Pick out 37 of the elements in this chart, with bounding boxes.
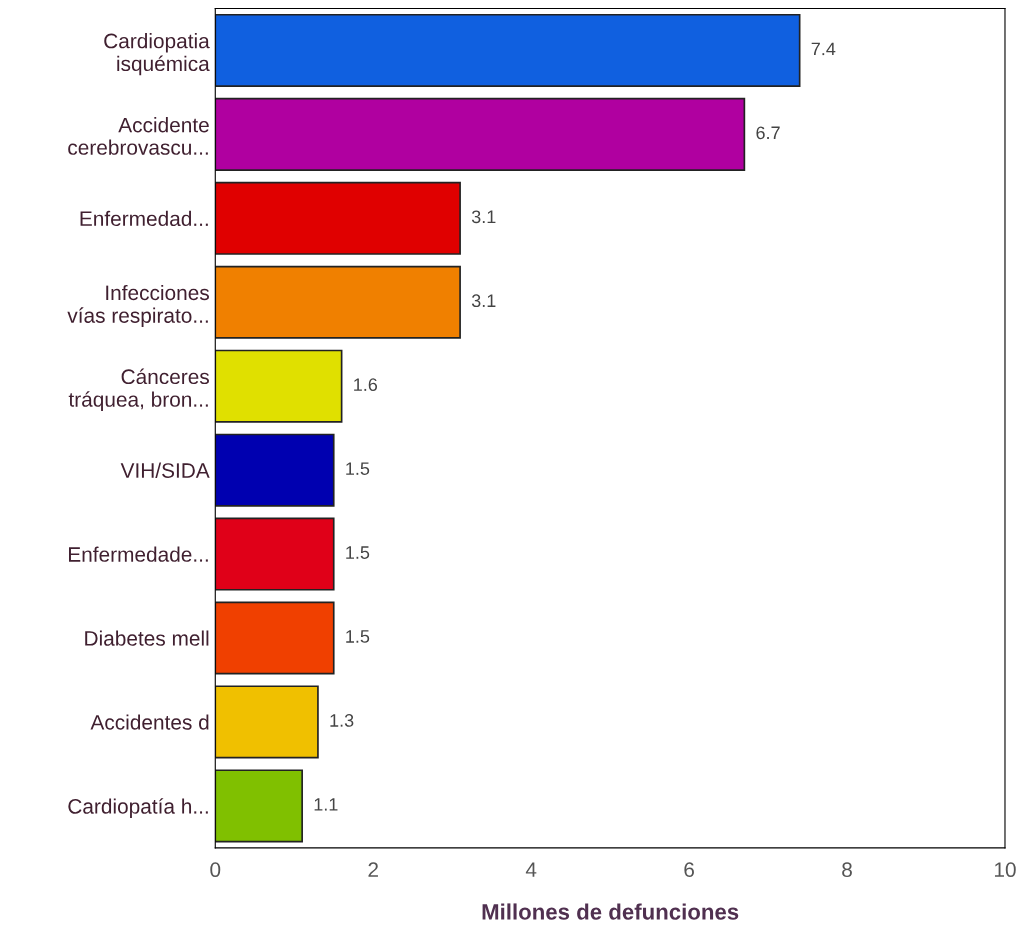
bar bbox=[215, 433, 335, 507]
bar bbox=[215, 349, 343, 423]
x-tick-label: 10 bbox=[994, 862, 1016, 878]
bar bbox=[215, 181, 461, 255]
x-tick-label: 4 bbox=[525, 862, 537, 877]
y-tick-label: VIH/SIDA bbox=[120, 462, 210, 478]
x-tick-label: 2 bbox=[368, 862, 378, 877]
y-tick-label: Cardiopatía h... bbox=[68, 798, 208, 818]
bar bbox=[215, 685, 319, 759]
data-label: 1.5 bbox=[346, 630, 370, 643]
bar bbox=[215, 265, 461, 339]
data-label: 1.3 bbox=[330, 714, 354, 727]
data-label: 6.7 bbox=[756, 126, 780, 140]
data-label: 3.1 bbox=[471, 294, 496, 308]
y-tick-label: Accidentes d bbox=[90, 714, 209, 730]
data-label: 3.1 bbox=[471, 210, 496, 224]
y-tick-label: Enfermedade... bbox=[69, 546, 208, 562]
y-tick-label: Infecciones vías respirato... bbox=[67, 284, 209, 328]
data-label: 1.1 bbox=[314, 798, 338, 811]
y-tick-label: Cardiopatia isquémica bbox=[104, 33, 210, 76]
data-label: 7.4 bbox=[811, 42, 836, 56]
y-tick-label: Enfermedad... bbox=[80, 210, 208, 227]
bar bbox=[215, 769, 303, 843]
bar bbox=[215, 517, 335, 591]
data-label: 1.5 bbox=[346, 462, 370, 475]
x-axis-title: Millones de defunciones bbox=[482, 903, 739, 920]
data-label: 1.6 bbox=[354, 378, 378, 392]
y-tick-label: Diabetes mell bbox=[85, 630, 209, 646]
data-label: 1.5 bbox=[346, 546, 370, 559]
bar bbox=[215, 13, 801, 87]
y-tick-label: Accidente cerebrovascu... bbox=[68, 117, 209, 155]
y-tick-label: Cánceres tráquea, bron... bbox=[68, 368, 209, 411]
bar bbox=[215, 97, 746, 171]
x-tick-label: 0 bbox=[210, 862, 221, 878]
x-tick-label: 8 bbox=[842, 862, 852, 878]
x-tick-label: 6 bbox=[684, 862, 694, 878]
bar bbox=[215, 601, 335, 675]
